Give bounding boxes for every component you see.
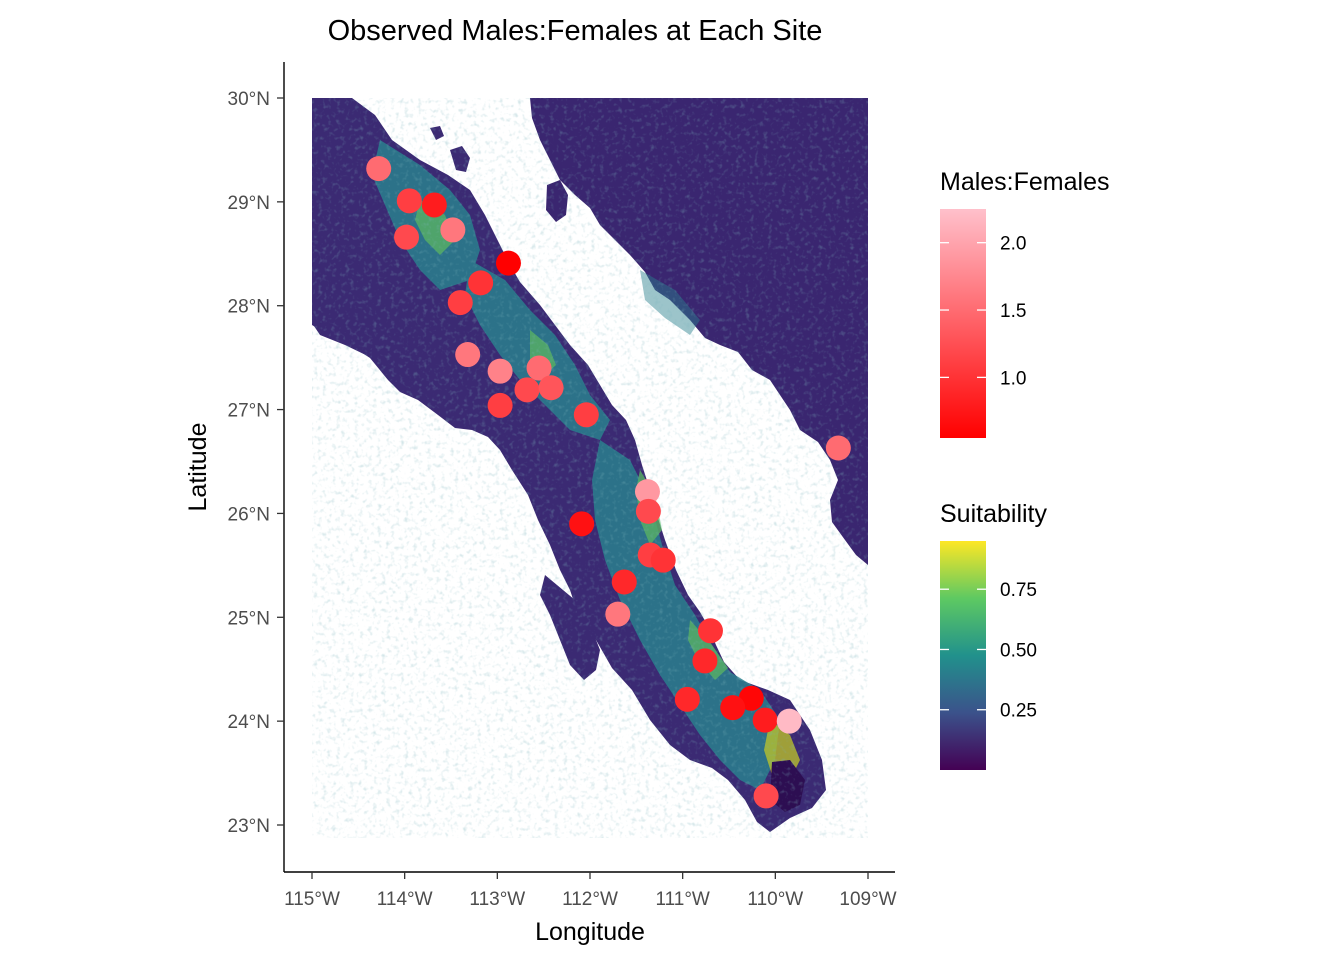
site-point	[825, 435, 851, 461]
site-point	[455, 342, 481, 368]
site-point	[394, 224, 420, 250]
site-point	[635, 498, 661, 524]
site-point	[697, 618, 723, 644]
chart-title: Observed Males:Females at Each Site	[328, 15, 823, 47]
legend-tick-label: 2.0	[1000, 234, 1026, 255]
x-tick-label: 112°W	[562, 889, 618, 910]
y-tick-label: 25°N	[228, 608, 270, 629]
legend-suit-title: Suitability	[940, 500, 1047, 528]
site-point	[634, 479, 660, 505]
x-tick-label: 109°W	[839, 889, 896, 910]
site-point	[674, 686, 700, 712]
legend-males-females: Males:Females 1.0 1.5 2.0	[940, 168, 1110, 438]
site-point	[720, 695, 746, 721]
site-point	[396, 188, 422, 214]
site-point	[487, 392, 513, 418]
site-point	[573, 402, 599, 428]
y-ticks: 30°N 29°N 28°N 27°N 26°N 25°N 24°N 23°N	[228, 89, 284, 837]
site-point	[421, 192, 447, 218]
site-point	[440, 217, 466, 243]
site-point	[605, 601, 631, 627]
site-point	[366, 156, 392, 182]
legend-ratio-title: Males:Females	[940, 168, 1110, 196]
x-tick-label: 113°W	[469, 889, 525, 910]
site-point	[692, 648, 718, 674]
y-tick-label: 26°N	[228, 504, 270, 525]
legend-suit-colorbar	[940, 541, 986, 770]
x-tick-label: 114°W	[377, 889, 433, 910]
x-ticks: 115°W 114°W 113°W 112°W 111°W 110°W 109°W	[284, 872, 897, 910]
y-tick-label: 24°N	[228, 712, 270, 733]
y-tick-label: 28°N	[228, 297, 270, 318]
y-tick-label: 23°N	[228, 816, 270, 837]
axes: 115°W 114°W 113°W 112°W 111°W 110°W 109°W 30°N…	[228, 62, 897, 910]
site-point	[776, 708, 802, 734]
x-tick-label: 110°W	[747, 889, 803, 910]
legend-tick-label: 0.75	[1000, 580, 1037, 601]
y-tick-label: 27°N	[228, 401, 270, 422]
site-points	[366, 156, 851, 809]
site-point	[495, 250, 521, 276]
x-axis-label: Longitude	[535, 918, 645, 946]
site-point	[447, 290, 473, 316]
site-point	[487, 358, 513, 384]
y-axis-label: Latitude	[184, 423, 212, 512]
legend-tick-label: 1.5	[1000, 301, 1026, 322]
site-point	[526, 355, 552, 381]
legend-ratio-ticks: 1.0 1.5 2.0	[940, 234, 1026, 389]
site-point	[650, 547, 676, 573]
site-point	[468, 270, 494, 296]
site-point	[514, 377, 540, 403]
legend-tick-label: 0.25	[1000, 701, 1037, 722]
site-point	[753, 783, 779, 809]
x-tick-label: 111°W	[655, 889, 709, 910]
site-point	[538, 375, 564, 401]
site-point	[752, 707, 778, 733]
site-point	[738, 685, 764, 711]
x-tick-label: 115°W	[284, 889, 340, 910]
legend-suitability: Suitability 0.25 0.50 0.75	[940, 500, 1047, 770]
legend-tick-label: 0.50	[1000, 640, 1037, 661]
site-point	[611, 569, 637, 595]
legend-suit-ticks: 0.25 0.50 0.75	[940, 580, 1037, 722]
legend-ratio-colorbar	[940, 209, 986, 438]
legend-tick-label: 1.0	[1000, 368, 1026, 389]
y-tick-label: 29°N	[228, 193, 270, 214]
site-point	[569, 511, 595, 537]
y-tick-label: 30°N	[228, 89, 270, 110]
